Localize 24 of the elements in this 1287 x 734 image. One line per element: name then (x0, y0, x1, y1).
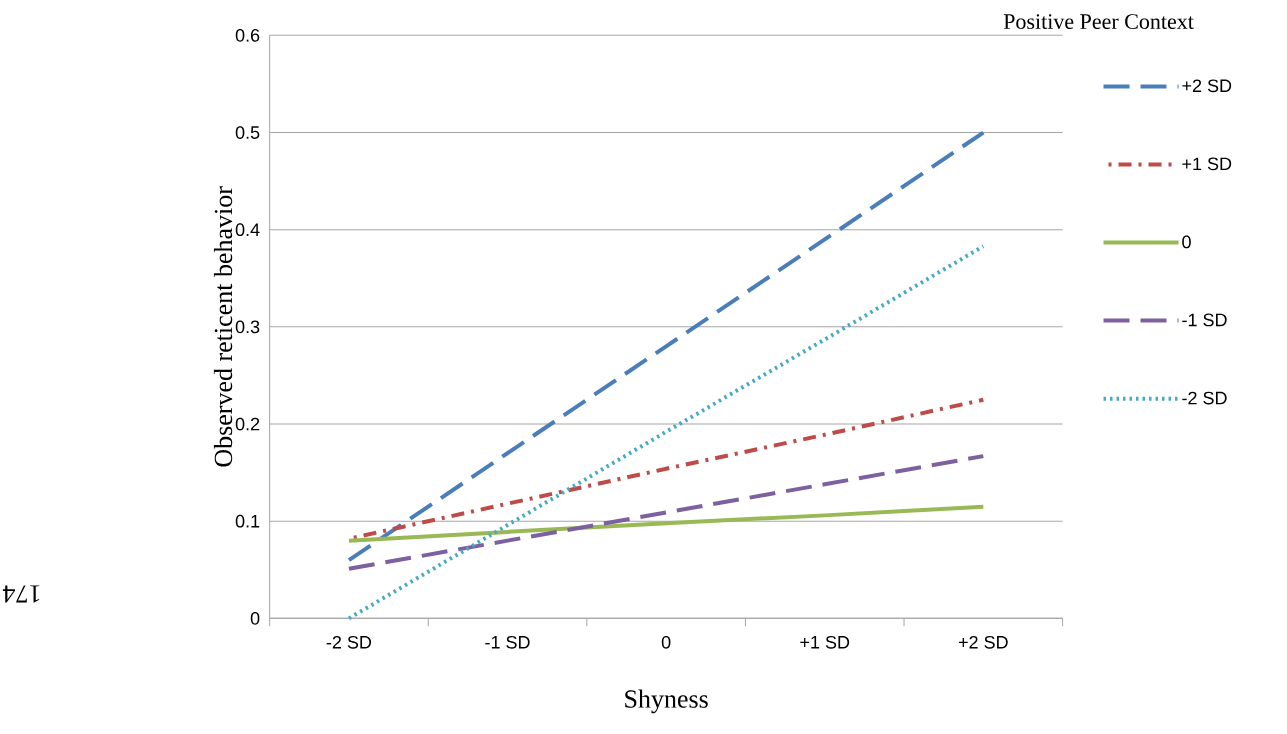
y-axis-title: Observed reticent behavior (213, 186, 233, 467)
y-tick-label: 0.6 (235, 28, 260, 42)
legend-title: Positive Peer Context (1003, 14, 1194, 29)
x-tick-label: -2 SD (326, 635, 372, 649)
text: 174 (2, 585, 40, 603)
x-tick-label: +2 SD (958, 635, 1008, 649)
legend-label: +2 SD (1182, 79, 1232, 93)
x-tick-label: -1 SD (485, 635, 530, 649)
line-series (346, 244, 986, 621)
y-tick-label: 0.2 (235, 417, 260, 431)
y-tick-label: 0.3 (235, 320, 260, 334)
line-series (346, 504, 986, 543)
y-tick-label: 0.4 (235, 223, 260, 237)
legend-label: +1 SD (1182, 157, 1232, 171)
legend-label: -2 SD (1182, 391, 1227, 405)
line-series (346, 454, 986, 571)
x-tick-label: 0 (661, 635, 671, 649)
x-tick-label: +1 SD (800, 635, 850, 649)
legend-label: 0 (1182, 235, 1191, 249)
y-tick-label: 0.1 (235, 514, 260, 528)
legend-label: -1 SD (1182, 313, 1227, 327)
y-tick-label: 0 (250, 611, 260, 625)
x-axis-title: Shyness (625, 689, 708, 714)
y-tick-label: 0.5 (235, 126, 260, 139)
